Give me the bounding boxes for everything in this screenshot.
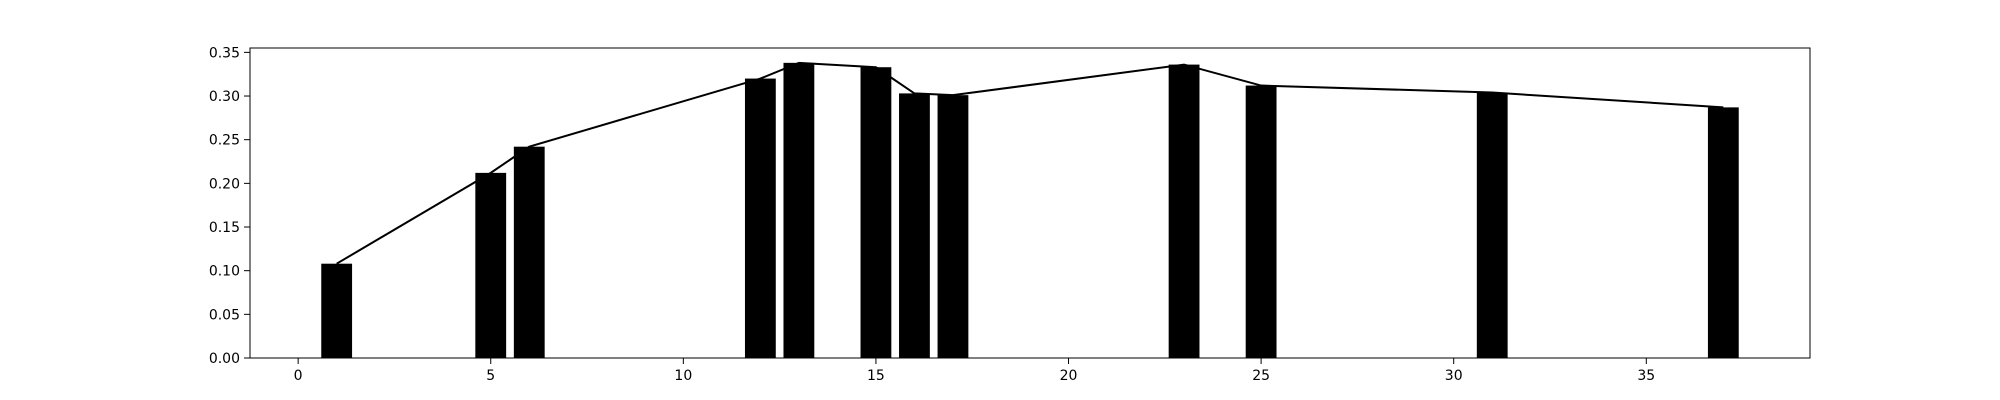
y-tick-label: 0.35 [209, 45, 240, 61]
bars-layer [321, 62, 1739, 359]
y-tick-label: 0.10 [209, 264, 240, 280]
x-axis-ticks: 0 5 10 15 20 25 30 35 [294, 358, 1655, 384]
bar-31 [1476, 92, 1508, 358]
y-tick-label: 0.30 [209, 89, 240, 105]
bar-12 [744, 78, 776, 358]
y-tick-label: 0.00 [209, 351, 240, 367]
x-tick-label: 0 [294, 368, 303, 384]
series-line [336, 61, 1724, 265]
x-tick-label: 20 [1060, 368, 1078, 384]
bar-17 [937, 95, 969, 358]
y-axis-ticks: 0.00 0.05 0.10 0.15 0.20 0.25 0.30 0.35 [209, 45, 250, 367]
bar-1 [321, 263, 353, 358]
bar-13 [783, 62, 815, 359]
bar-15 [860, 67, 892, 358]
y-tick-label: 0.20 [209, 176, 240, 192]
y-tick-label: 0.15 [209, 220, 240, 236]
x-tick-label: 35 [1637, 368, 1655, 384]
bar-23 [1168, 64, 1200, 358]
x-tick-label: 15 [867, 368, 885, 384]
x-tick-label: 10 [674, 368, 692, 384]
y-tick-label: 0.05 [209, 307, 240, 323]
bar-37 [1707, 107, 1739, 358]
x-tick-label: 5 [486, 368, 495, 384]
axes-frame [249, 47, 1811, 359]
line-layer [336, 61, 1724, 265]
x-tick-label: 30 [1445, 368, 1463, 384]
bar-5 [475, 172, 507, 358]
bar-25 [1245, 85, 1277, 359]
x-tick-label: 25 [1252, 368, 1270, 384]
bar-16 [899, 93, 930, 358]
y-tick-label: 0.25 [209, 133, 240, 149]
bar-6 [513, 146, 545, 358]
